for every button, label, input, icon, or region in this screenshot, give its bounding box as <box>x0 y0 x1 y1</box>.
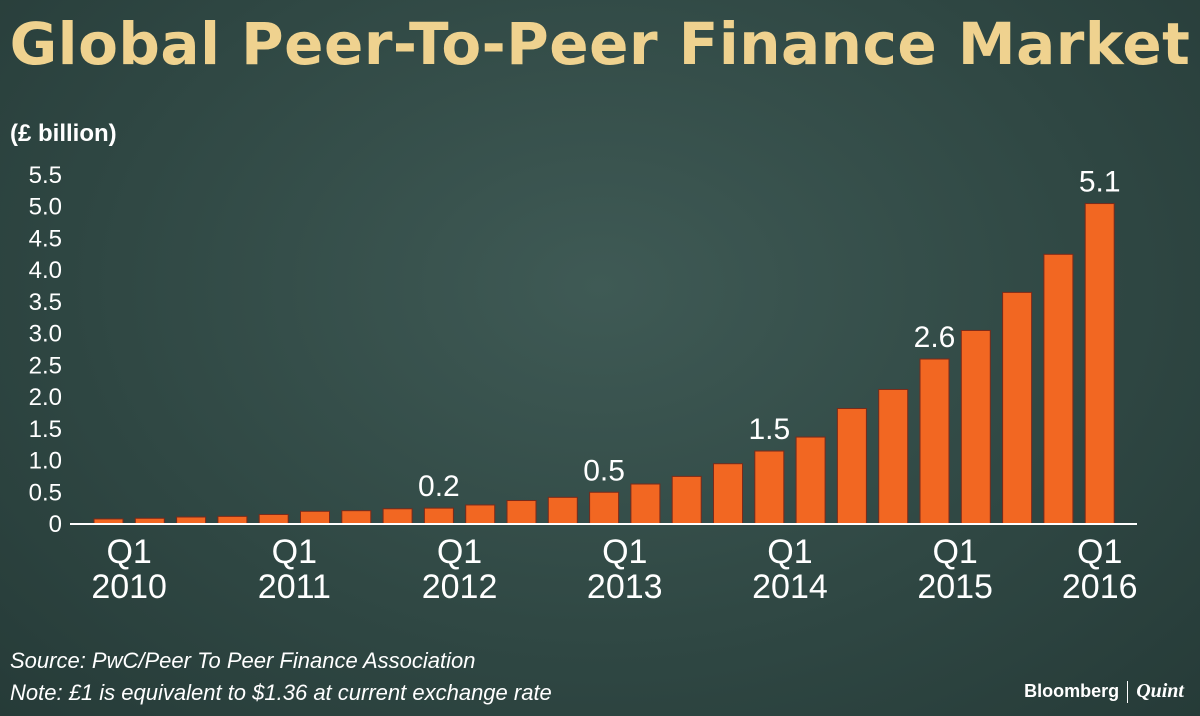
bar <box>1084 203 1115 525</box>
x-tick-year: 2015 <box>917 568 993 606</box>
x-tick-year: 2010 <box>91 568 167 606</box>
bar <box>960 329 991 525</box>
bar <box>589 491 620 525</box>
bar <box>217 515 248 525</box>
data-labels: 0.2 0.5 1.5 2.6 5.1 <box>418 166 1121 504</box>
y-tick-label: 2.5 <box>29 352 62 379</box>
bar <box>506 500 537 525</box>
x-tick-quarter: Q1 <box>932 533 977 571</box>
bar-series <box>93 203 1115 525</box>
bar <box>341 510 372 525</box>
brand-logo: Bloomberg Quint <box>1024 680 1184 703</box>
bar <box>713 463 743 525</box>
x-tick-quarter: Q1 <box>272 533 317 571</box>
bar <box>1043 253 1074 525</box>
brand-quint: Quint <box>1136 680 1184 702</box>
source-note: Source: PwC/Peer To Peer Finance Associa… <box>10 648 476 673</box>
y-tick-label: 1.5 <box>29 416 62 443</box>
bar <box>630 483 661 525</box>
x-tick-year: 2012 <box>422 568 498 606</box>
bar <box>382 508 413 525</box>
y-tick-label: 5.0 <box>29 194 62 221</box>
bar <box>423 507 454 525</box>
data-label: 1.5 <box>748 413 790 446</box>
bar <box>878 388 909 525</box>
bar <box>176 516 207 525</box>
x-tick-year: 2011 <box>258 568 331 606</box>
x-tick-year: 2016 <box>1062 568 1138 606</box>
bar <box>919 358 950 525</box>
chart-title: Global Peer-To-Peer Finance Market <box>9 10 1191 78</box>
y-tick-label: 5.5 <box>29 162 62 189</box>
x-tick-quarter: Q1 <box>1077 533 1122 571</box>
data-label: 0.2 <box>418 470 460 503</box>
y-tick-label: 1.0 <box>29 448 62 475</box>
brand-divider <box>1127 680 1129 703</box>
data-label: 2.6 <box>914 321 956 354</box>
y-tick-label: 4.5 <box>29 225 62 252</box>
bar <box>465 504 496 525</box>
bar <box>258 513 289 525</box>
y-tick-label: 3.0 <box>29 321 62 348</box>
y-tick-label: 4.0 <box>29 257 62 284</box>
x-tick-quarter: Q1 <box>437 533 482 571</box>
bar <box>1002 291 1033 525</box>
y-tick-label: 3.5 <box>29 289 62 316</box>
y-tick-label: 2.0 <box>29 384 62 411</box>
bar <box>836 408 867 525</box>
brand-bloomberg: Bloomberg <box>1024 681 1120 701</box>
data-label: 0.5 <box>583 454 625 487</box>
x-tick-quarter: Q1 <box>767 533 812 571</box>
y-axis-unit-label: (£ billion) <box>10 120 117 147</box>
y-tick-label: 0.5 <box>29 479 62 506</box>
y-tick-label: 0 <box>49 511 62 538</box>
y-axis-ticks: 5.5 5.0 4.5 4.0 3.5 3.0 2.5 2.0 1.5 1.0 0.5 0 <box>29 162 62 538</box>
bar <box>300 510 330 525</box>
exchange-rate-note: Note: £1 is equivalent to $1.36 at curre… <box>10 680 552 705</box>
bar <box>547 496 578 525</box>
x-tick-year: 2014 <box>752 568 828 606</box>
x-tick-year: 2013 <box>587 568 663 606</box>
data-label: 5.1 <box>1079 166 1121 199</box>
bar <box>754 450 785 525</box>
bar <box>671 475 702 525</box>
bar <box>795 436 826 525</box>
x-axis-labels: Q12010Q12011Q12012Q12013Q12014Q12015Q120… <box>91 533 1137 606</box>
x-tick-quarter: Q1 <box>602 533 647 571</box>
x-tick-quarter: Q1 <box>106 533 151 571</box>
